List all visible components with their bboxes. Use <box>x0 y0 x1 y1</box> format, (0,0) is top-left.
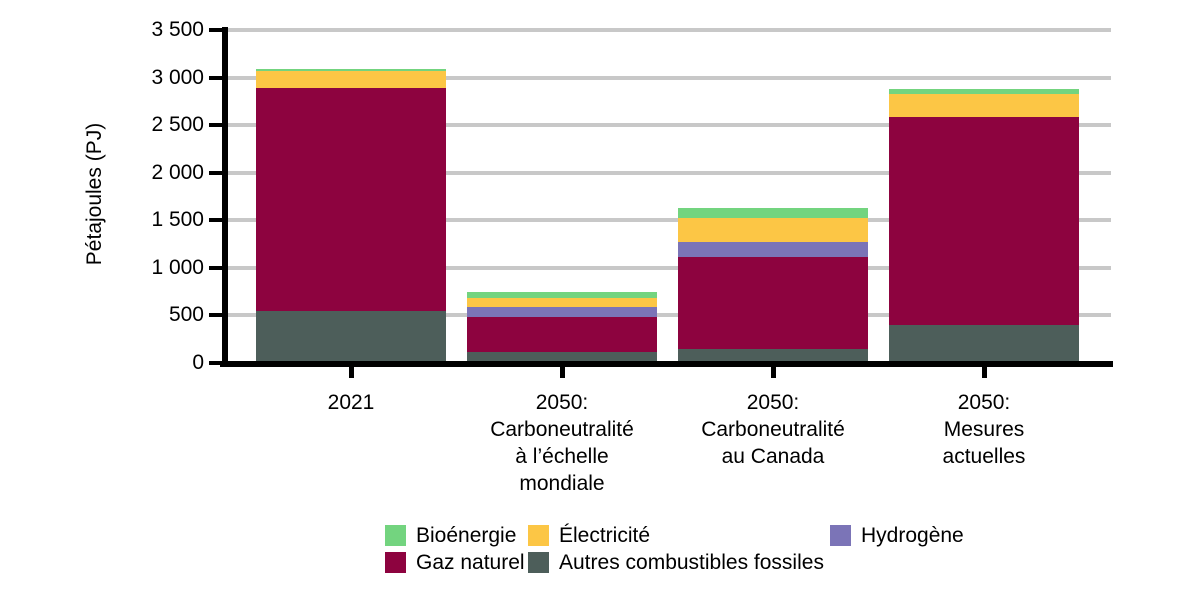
bar-2050-mesures-actuelles-autres-combustibles-fossiles <box>889 324 1079 363</box>
y-axis-tick-500 <box>209 313 222 318</box>
x-label-line: Carboneutralité <box>490 418 634 441</box>
gridline-1500 <box>228 218 1111 223</box>
bar-2050-carboneutralite-canada-gaz-naturel <box>678 257 868 349</box>
gridline-500 <box>228 313 1111 318</box>
x-label-line: Mesures <box>943 418 1025 441</box>
bar-2050-carboneutralite-mondiale-electricite <box>467 297 657 308</box>
gridline-3500 <box>228 28 1111 32</box>
x-label-line: Carboneutralité <box>701 418 845 441</box>
bar-2050-carboneutralite-canada-hydrogene <box>678 241 868 258</box>
bar-2021-electricite <box>256 70 446 89</box>
bar-2050-carboneutralite-mondiale-autres-combustibles-fossiles <box>467 352 657 363</box>
y-tick-label-3500: 3 500 <box>151 18 204 41</box>
y-tick-label-3000: 3 000 <box>151 65 204 89</box>
bar-2050-carboneutralite-mondiale-hydrogene <box>467 307 657 317</box>
x-label-line: actuelles <box>942 445 1026 468</box>
bar-2050-carboneutralite-canada-autres-combustibles-fossiles <box>678 348 868 363</box>
bar-2050-carboneutralite-canada-bioenergie <box>678 207 868 219</box>
x-label-line: mondiale <box>519 472 605 495</box>
x-axis-tick-2050-carboneutralite-canada <box>771 366 776 378</box>
x-axis-tick-2050-carboneutralite-mondiale <box>560 366 565 378</box>
x-label-2050-carboneutralite-canada: 2050: Carboneutralité au Canada <box>633 389 913 470</box>
bar-2050-mesures-actuelles-bioenergie <box>889 88 1079 94</box>
bar-2021-bioenergie <box>256 69 446 71</box>
x-label-line: à l’échelle <box>515 445 609 468</box>
gridline-3000 <box>228 75 1111 80</box>
y-tick-label-1000: 1 000 <box>151 255 204 279</box>
y-axis-tick-3500 <box>209 28 222 32</box>
x-axis-line <box>220 361 1113 367</box>
x-label-2050-mesures-actuelles: 2050: Mesures actuelles <box>844 389 1124 470</box>
x-label-2050-carboneutralite-mondiale: 2050: Carboneutralité à l’échelle mondiale <box>422 389 702 497</box>
bar-2050-carboneutralite-mondiale-gaz-naturel <box>467 316 657 353</box>
x-label-line: 2050: <box>746 391 800 414</box>
y-axis-tick-3000 <box>209 75 222 80</box>
y-tick-label-1500: 1 500 <box>151 208 204 232</box>
bar-2050-carboneutralite-mondiale-bioenergie <box>467 291 657 298</box>
gridline-1000 <box>228 265 1111 270</box>
x-label-line: au Canada <box>721 445 825 468</box>
y-tick-label-500: 500 <box>168 303 204 327</box>
x-axis-tick-2021 <box>349 366 354 378</box>
bar-2021-autres-combustibles-fossiles <box>256 310 446 363</box>
bar-2050-carboneutralite-canada-electricite <box>678 218 868 242</box>
y-axis-tick-0 <box>209 361 222 365</box>
y-axis-tick-1000 <box>209 265 222 270</box>
y-axis-line <box>222 27 228 367</box>
y-axis-tick-2000 <box>209 170 222 175</box>
y-axis-tick-2500 <box>209 123 222 128</box>
x-label-line: 2021 <box>327 391 375 414</box>
y-tick-label-2500: 2 500 <box>151 113 204 137</box>
y-tick-label-0: 0 <box>192 351 204 374</box>
y-axis-tick-1500 <box>209 218 222 223</box>
x-label-2021: 2021 <box>211 389 491 416</box>
x-axis-tick-2050-mesures-actuelles <box>982 366 987 378</box>
bar-2050-mesures-actuelles-gaz-naturel <box>889 116 1079 325</box>
y-tick-label-2000: 2 000 <box>151 160 204 184</box>
gridline-2000 <box>228 170 1111 175</box>
x-label-line: 2050: <box>957 391 1011 414</box>
x-label-line: 2050: <box>535 391 589 414</box>
bar-2021-gaz-naturel <box>256 88 446 311</box>
bar-2050-mesures-actuelles-electricite <box>889 93 1079 117</box>
gridline-2500 <box>228 123 1111 128</box>
